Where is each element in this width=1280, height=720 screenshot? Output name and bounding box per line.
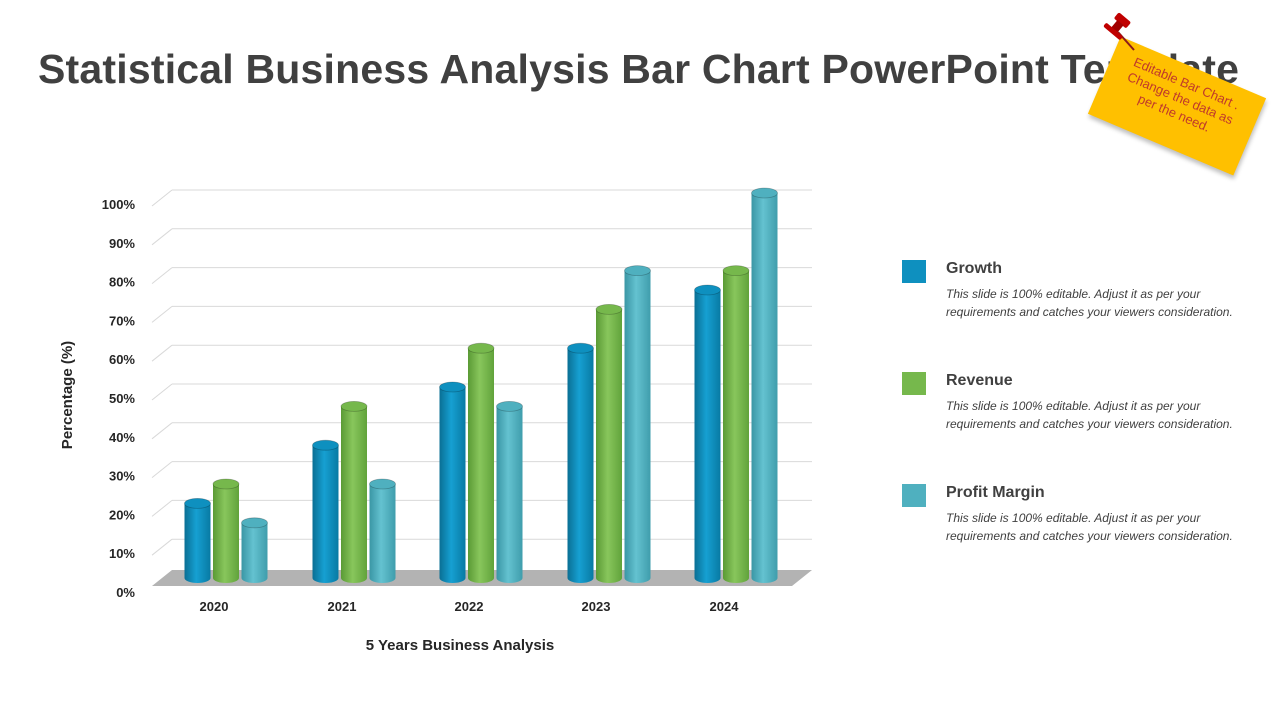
bar-body <box>241 522 268 583</box>
bar-body <box>596 309 622 583</box>
y-tick-label: 70% <box>109 313 135 328</box>
gridline-depth <box>151 228 173 246</box>
y-tick-label: 40% <box>109 430 135 445</box>
bar-growth-2024 <box>694 284 721 583</box>
legend-swatch-profit-margin <box>902 484 926 507</box>
gridline-depth <box>151 306 173 323</box>
y-tick-label: 100% <box>102 197 136 212</box>
bar-top <box>694 284 721 296</box>
legend-item-revenue: Revenue This slide is 100% editable. Adj… <box>902 370 1233 482</box>
gridline-depth <box>151 344 173 362</box>
gridline-depth <box>151 500 173 517</box>
bar-body <box>468 348 494 583</box>
legend-item-profit-margin: Profit Margin This slide is 100% editabl… <box>902 482 1233 594</box>
bar-body <box>723 270 749 583</box>
bar-body <box>567 348 594 583</box>
bar-body <box>751 193 778 583</box>
bar-top <box>369 478 396 490</box>
y-tick-label: 60% <box>109 352 135 367</box>
bar-growth-2020 <box>184 497 211 583</box>
bar-top <box>751 187 778 199</box>
bar-top <box>624 265 651 277</box>
bar-body <box>213 484 239 583</box>
gridline-depth <box>151 422 173 440</box>
gridline-depth <box>151 383 173 401</box>
bar-top <box>595 303 623 315</box>
bar-revenue-2023 <box>595 303 623 583</box>
legend-label-revenue: Revenue <box>946 372 1013 389</box>
bar-growth-2022 <box>439 381 466 583</box>
y-axis-title: Percentage (%) <box>59 341 76 449</box>
bar-top <box>496 400 523 412</box>
gridline-depth <box>151 267 173 284</box>
bar-body <box>624 270 651 583</box>
legend-description-revenue: This slide is 100% editable. Adjust it a… <box>946 399 1233 431</box>
bar-profit-margin-2024 <box>751 187 778 583</box>
x-axis-title: 5 Years Business Analysis <box>366 637 554 654</box>
legend-swatch-revenue <box>902 372 926 395</box>
y-tick-label: 80% <box>109 275 135 290</box>
bar-body <box>312 445 339 583</box>
legend-item-growth: Growth This slide is 100% editable. Adju… <box>902 258 1233 370</box>
bar-top <box>340 400 368 412</box>
y-tick-label: 50% <box>109 391 135 406</box>
bar-top <box>241 517 268 529</box>
bar-body <box>184 503 211 583</box>
bar-top <box>567 342 594 354</box>
bar-body <box>341 406 367 583</box>
chart-legend: Growth This slide is 100% editable. Adju… <box>902 258 1233 594</box>
legend-label-profit-margin: Profit Margin <box>946 484 1045 501</box>
x-tick-label: 2022 <box>455 599 484 614</box>
bar-revenue-2021 <box>340 400 368 583</box>
legend-description-growth: This slide is 100% editable. Adjust it a… <box>946 287 1233 319</box>
bar-growth-2023 <box>567 342 594 583</box>
y-tick-label: 30% <box>109 469 135 484</box>
legend-swatch-growth <box>902 260 926 283</box>
y-tick-label: 10% <box>109 546 135 561</box>
x-tick-label: 2021 <box>328 599 357 614</box>
gridline-depth <box>151 189 173 207</box>
bar-body <box>496 406 523 583</box>
bar-top <box>184 497 211 509</box>
x-tick-label: 2023 <box>582 599 611 614</box>
bar-growth-2021 <box>312 439 339 583</box>
bar-body <box>694 290 721 583</box>
push-pin-icon <box>1103 12 1135 51</box>
bar-profit-margin-2021 <box>369 478 396 583</box>
bar-revenue-2020 <box>212 478 240 583</box>
x-tick-label: 2020 <box>200 599 229 614</box>
legend-description-profit-margin: This slide is 100% editable. Adjust it a… <box>946 511 1233 543</box>
bar-top <box>312 439 339 451</box>
x-tick-label: 2024 <box>710 599 740 614</box>
gridline-depth <box>151 538 173 556</box>
bar-revenue-2024 <box>722 265 750 583</box>
y-tick-label: 90% <box>109 236 135 251</box>
y-tick-label: 0% <box>116 585 135 600</box>
bar-top <box>467 342 495 354</box>
gridline-depth <box>151 461 173 478</box>
bar-body <box>369 484 396 583</box>
page-title: Statistical Business Analysis Bar Chart … <box>38 46 1240 92</box>
bar-top <box>439 381 466 393</box>
bar-profit-margin-2023 <box>624 265 651 583</box>
bar-profit-margin-2022 <box>496 400 523 583</box>
bar-body <box>439 387 466 583</box>
bar-profit-margin-2020 <box>241 517 268 583</box>
bar-top <box>212 478 240 490</box>
y-tick-label: 20% <box>109 507 135 522</box>
bar-revenue-2022 <box>467 342 495 583</box>
bar-top <box>722 265 750 277</box>
legend-label-growth: Growth <box>946 260 1002 277</box>
